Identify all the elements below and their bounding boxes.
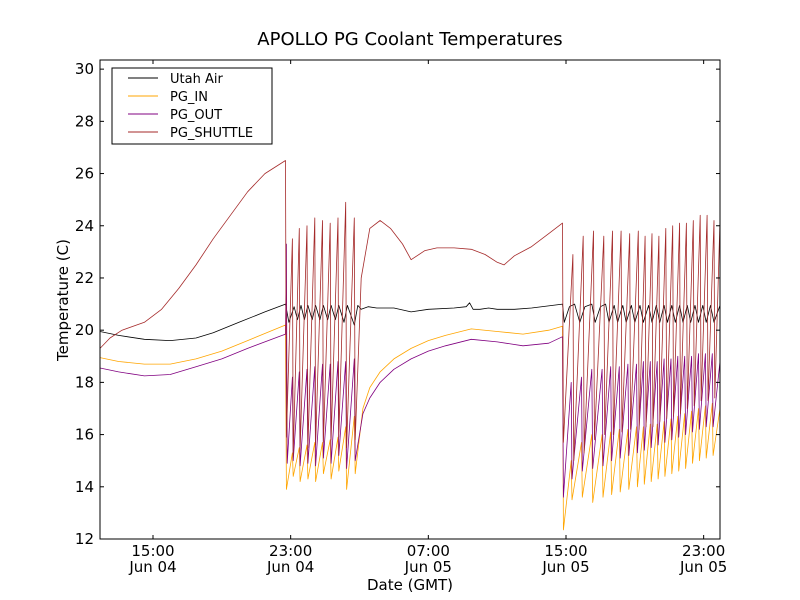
legend-entry: Utah Air	[128, 72, 223, 87]
series-line-pg-shuttle	[100, 160, 720, 462]
x-tick-label-time: 15:00	[544, 542, 587, 560]
legend-label: PG_SHUTTLE	[170, 126, 253, 141]
legend: Utah Air PG_IN PG_OUT PG_SHUTTLE	[111, 67, 273, 145]
series-line-utah-air	[100, 302, 720, 341]
plot-frame	[99, 59, 721, 540]
y-tick-label: 20	[75, 321, 94, 339]
x-tick-label-time: 15:00	[131, 542, 174, 560]
x-tick-label-date: Jun 04	[128, 558, 176, 576]
y-axis-label: Temperature (C)	[54, 239, 72, 362]
series-layer	[100, 160, 720, 531]
legend-entry: PG_OUT	[128, 108, 222, 123]
x-tick-label-time: 23:00	[682, 542, 725, 560]
legend-box	[111, 67, 273, 145]
chart-title: APOLLO PG Coolant Temperatures	[257, 29, 562, 50]
x-tick-label-time: 23:00	[269, 542, 312, 560]
legend-entry: PG_SHUTTLE	[128, 126, 253, 141]
x-tick-label-time: 07:00	[407, 542, 450, 560]
y-tick-label: 14	[75, 478, 94, 496]
y-tick-label: 24	[75, 217, 94, 235]
y-tick-label: 22	[75, 269, 94, 287]
legend-label: PG_IN	[170, 90, 208, 105]
legend-entry: PG_IN	[128, 90, 208, 105]
y-tick-label: 26	[75, 165, 94, 183]
x-tick-label-date: Jun 05	[679, 558, 727, 576]
legend-label: PG_OUT	[170, 108, 222, 123]
x-tick-label-date: Jun 04	[266, 558, 314, 576]
legend-label: Utah Air	[170, 72, 223, 87]
y-tick-label: 30	[75, 60, 94, 78]
x-axis-label: Date (GMT)	[367, 576, 453, 594]
x-tick-label-date: Jun 05	[541, 558, 589, 576]
y-tick-label: 18	[75, 373, 94, 391]
y-tick-label: 16	[75, 426, 94, 444]
y-tick-label: 28	[75, 112, 94, 130]
y-tick-label: 12	[75, 530, 94, 548]
series-line-pg-in	[100, 324, 720, 531]
x-tick-label-date: Jun 05	[404, 558, 452, 576]
